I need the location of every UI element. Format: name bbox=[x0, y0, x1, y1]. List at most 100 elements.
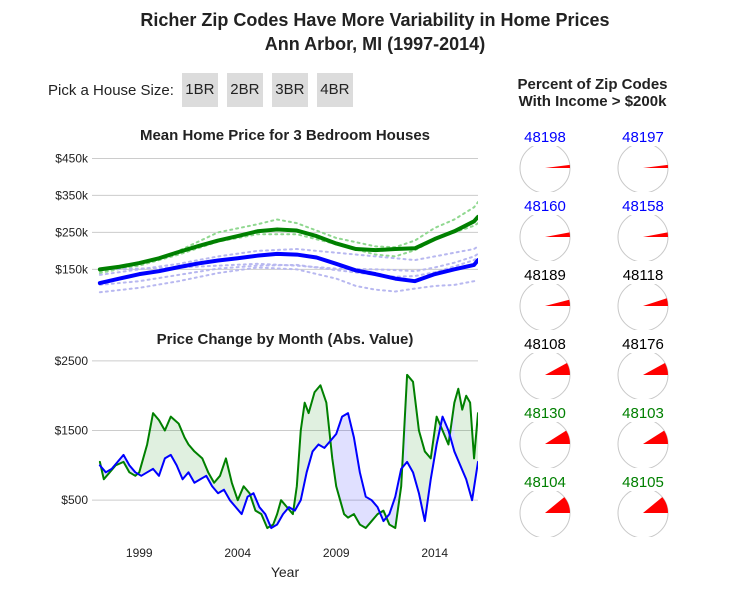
y-tick-label: $1500 bbox=[55, 424, 89, 438]
y-tick-label: $150k bbox=[55, 262, 89, 276]
fill-between-area bbox=[139, 413, 254, 515]
y-tick-label: $2500 bbox=[55, 354, 89, 368]
y-tick-label: $450k bbox=[55, 151, 89, 165]
pie-chart bbox=[519, 280, 571, 332]
pie-base bbox=[617, 280, 669, 332]
pie-zip-label: 48158 bbox=[622, 198, 664, 215]
pie-zip-label: 48160 bbox=[524, 198, 566, 215]
pie-base bbox=[519, 280, 571, 332]
pie-zip-label: 48198 bbox=[524, 129, 566, 146]
pie-base bbox=[519, 142, 571, 194]
series-line bbox=[97, 251, 478, 286]
pie-48105: 48105 bbox=[603, 474, 683, 542]
pie-slice bbox=[643, 362, 668, 375]
pie-base bbox=[617, 142, 669, 194]
pie-48189: 48189 bbox=[505, 267, 585, 335]
pie-zip-label: 48189 bbox=[524, 267, 566, 284]
series-line bbox=[98, 266, 478, 294]
pie-chart bbox=[519, 349, 571, 401]
chart-title: Mean Home Price for 3 Bedroom Houses bbox=[140, 127, 430, 144]
pie-zip-label: 48118 bbox=[622, 267, 664, 284]
chart-title: Price Change by Month (Abs. Value) bbox=[157, 331, 414, 348]
y-tick-label: $350k bbox=[55, 188, 89, 202]
pie-chart bbox=[519, 487, 571, 539]
size-button-1br[interactable]: 1BR bbox=[181, 73, 218, 107]
pie-48197: 48197 bbox=[603, 129, 683, 197]
pie-chart bbox=[519, 211, 571, 263]
pie-48176: 48176 bbox=[603, 336, 683, 404]
pie-slice bbox=[643, 232, 668, 237]
price-change-chart: Price Change by Month (Abs. Value) $500 $1… bbox=[55, 331, 478, 580]
pie-zip-label: 48108 bbox=[524, 336, 566, 353]
pie-48118: 48118 bbox=[603, 267, 683, 335]
pie-base bbox=[519, 418, 571, 470]
pie-slice bbox=[643, 164, 668, 168]
pie-base bbox=[617, 418, 669, 470]
pie-chart bbox=[617, 418, 669, 470]
pie-slice bbox=[643, 298, 668, 306]
pie-chart bbox=[617, 349, 669, 401]
pie-zip-label: 48197 bbox=[622, 129, 664, 146]
series-line bbox=[98, 245, 478, 276]
pie-48130: 48130 bbox=[505, 405, 585, 473]
pie-slice bbox=[643, 430, 668, 444]
pie-slice bbox=[545, 497, 570, 513]
size-button-3br[interactable]: 3BR bbox=[271, 73, 308, 107]
x-axis-label: Year bbox=[271, 564, 300, 580]
pie-slice bbox=[545, 299, 570, 306]
pie-slice bbox=[545, 164, 570, 168]
x-tick-label: 2014 bbox=[421, 546, 448, 560]
size-button-2br[interactable]: 2BR bbox=[226, 73, 263, 107]
pie-chart bbox=[617, 142, 669, 194]
pie-48103: 48103 bbox=[603, 405, 683, 473]
pie-48158: 48158 bbox=[603, 198, 683, 266]
house-size-label: Pick a House Size: bbox=[48, 81, 174, 99]
figure-title: Richer Zip Codes Have More Variability i… bbox=[140, 10, 610, 30]
y-tick-label: $500 bbox=[61, 493, 88, 507]
pie-panel-title-line2: With Income > $200k bbox=[518, 93, 667, 110]
pie-chart bbox=[617, 211, 669, 263]
x-tick-label: 2009 bbox=[323, 546, 350, 560]
pie-base bbox=[617, 487, 669, 539]
pie-chart bbox=[617, 487, 669, 539]
series-line bbox=[98, 373, 478, 530]
pie-panel-title-line1: Percent of Zip Codes bbox=[517, 76, 668, 93]
pie-base bbox=[519, 211, 571, 263]
pie-slice bbox=[545, 430, 570, 444]
pie-chart bbox=[519, 142, 571, 194]
fill-between-area bbox=[454, 388, 478, 501]
pie-slice bbox=[545, 362, 570, 375]
pie-panel-title: Percent of Zip Codes With Income > $200k bbox=[490, 76, 695, 110]
fill-between-area bbox=[271, 500, 289, 529]
pie-zip-label: 48130 bbox=[524, 405, 566, 422]
pie-zip-label: 48176 bbox=[622, 336, 664, 353]
series-line bbox=[98, 201, 478, 275]
pie-base bbox=[617, 211, 669, 263]
pie-zip-label: 48105 bbox=[622, 474, 664, 491]
pie-zip-label: 48104 bbox=[524, 474, 566, 491]
pie-base bbox=[519, 487, 571, 539]
size-button-4br[interactable]: 4BR bbox=[316, 73, 353, 107]
pie-slice bbox=[643, 497, 668, 513]
series-line bbox=[97, 214, 478, 272]
pie-zip-label: 48103 bbox=[622, 405, 664, 422]
series-line bbox=[98, 412, 478, 530]
pie-slice bbox=[545, 232, 570, 237]
pie-chart bbox=[519, 418, 571, 470]
x-tick-label: 2004 bbox=[224, 546, 251, 560]
pie-base bbox=[617, 349, 669, 401]
mean-price-chart: Mean Home Price for 3 Bedroom Houses $150… bbox=[55, 127, 478, 294]
pie-48104: 48104 bbox=[505, 474, 585, 542]
x-tick-label: 1999 bbox=[126, 546, 153, 560]
house-size-picker: Pick a House Size: 1BR 2BR 3BR 4BR bbox=[48, 72, 362, 108]
y-tick-label: $250k bbox=[55, 225, 89, 239]
pie-chart bbox=[617, 280, 669, 332]
pie-base bbox=[519, 349, 571, 401]
fill-between-area bbox=[103, 454, 140, 480]
pie-48198: 48198 bbox=[505, 129, 585, 197]
pie-48108: 48108 bbox=[505, 336, 585, 404]
figure-subtitle: Ann Arbor, MI (1997-2014) bbox=[264, 34, 486, 54]
fill-between-area bbox=[332, 413, 384, 529]
pie-48160: 48160 bbox=[505, 198, 585, 266]
